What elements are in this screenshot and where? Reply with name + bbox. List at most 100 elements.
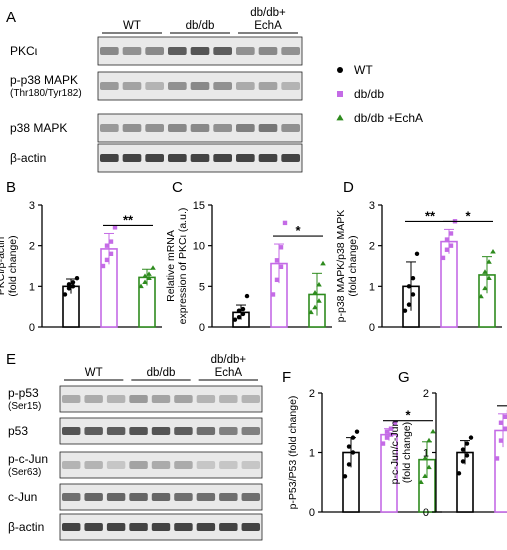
data-point bbox=[282, 220, 288, 226]
blot-strip bbox=[59, 451, 263, 479]
data-point bbox=[422, 473, 428, 479]
data-point bbox=[312, 304, 318, 310]
blot-band bbox=[122, 124, 142, 132]
y-tick-label: 10 bbox=[193, 241, 205, 253]
y-tick-label: 5 bbox=[199, 281, 205, 293]
blot-band bbox=[196, 493, 216, 501]
blot-band bbox=[236, 124, 255, 132]
significance-label: ** bbox=[425, 208, 436, 223]
blot-band bbox=[129, 461, 148, 469]
blot-band bbox=[106, 493, 126, 501]
data-point bbox=[456, 471, 462, 476]
data-point bbox=[274, 277, 280, 283]
blot-band bbox=[62, 493, 81, 501]
group-label-dbdb: db/db bbox=[147, 367, 176, 379]
blot-band bbox=[168, 82, 187, 90]
y-axis-label: p-P53/P53 (fold change) bbox=[287, 396, 299, 510]
blot-label-site: (Thr180/Tyr182) bbox=[10, 88, 82, 99]
data-point bbox=[498, 438, 504, 443]
y-tick-label: 0 bbox=[29, 322, 35, 334]
data-point bbox=[440, 255, 446, 261]
data-point bbox=[142, 279, 148, 285]
blot-band bbox=[258, 154, 278, 162]
blot-band bbox=[84, 493, 103, 501]
data-point bbox=[448, 231, 454, 236]
data-point bbox=[236, 315, 242, 320]
data-point bbox=[342, 474, 348, 479]
group-label-dbdb-echa-line1: db/db+ bbox=[250, 7, 286, 19]
data-point bbox=[274, 258, 280, 263]
data-point bbox=[312, 290, 318, 295]
blot-band bbox=[100, 47, 119, 55]
y-tick-label: 15 bbox=[193, 200, 205, 212]
blot-band bbox=[219, 427, 238, 435]
data-point bbox=[444, 247, 450, 252]
blot-band bbox=[62, 461, 81, 469]
blot-label-site: (Ser63) bbox=[8, 467, 41, 478]
blot-band bbox=[213, 124, 232, 132]
blot-band bbox=[84, 395, 103, 403]
data-point bbox=[346, 444, 352, 449]
blot-band bbox=[196, 395, 216, 403]
data-point bbox=[74, 276, 80, 281]
blot-band bbox=[62, 395, 81, 403]
y-tick-label: 0 bbox=[199, 322, 205, 334]
blot-band bbox=[236, 154, 255, 162]
legend-label: WT bbox=[354, 63, 373, 77]
blot-band bbox=[151, 427, 171, 435]
blot-strip bbox=[59, 385, 263, 413]
data-point bbox=[270, 292, 276, 297]
data-point bbox=[414, 251, 420, 256]
data-point bbox=[66, 286, 72, 291]
data-point bbox=[66, 282, 72, 287]
blot-band bbox=[100, 124, 119, 132]
data-point bbox=[138, 283, 144, 289]
panel-letter: E bbox=[6, 351, 16, 368]
data-point bbox=[232, 317, 238, 322]
y-tick-label: 1 bbox=[369, 281, 375, 293]
blot-band bbox=[190, 154, 210, 162]
y-axis-label: p-p38 MAPK/p38 MAPK bbox=[335, 210, 347, 323]
blot-band bbox=[174, 493, 193, 501]
data-point bbox=[464, 441, 470, 446]
y-axis-label: (fold change) bbox=[347, 235, 359, 296]
group-label-dbdb: db/db bbox=[186, 20, 215, 32]
data-point bbox=[62, 292, 68, 297]
y-tick-label: 1 bbox=[29, 281, 35, 293]
blot-band bbox=[151, 523, 171, 531]
blot-label-site: (Ser15) bbox=[8, 401, 41, 412]
group-label-dbdb-echa-line2: EchA bbox=[215, 367, 243, 379]
blot-band bbox=[168, 124, 187, 132]
data-point bbox=[108, 251, 114, 256]
y-tick-label: 3 bbox=[29, 200, 35, 212]
blot-band bbox=[151, 493, 171, 501]
data-point bbox=[410, 292, 416, 297]
data-point bbox=[448, 243, 454, 248]
panel-letter: B bbox=[6, 179, 16, 196]
blot-band bbox=[168, 47, 187, 55]
blot-band bbox=[62, 427, 81, 435]
blot-band bbox=[281, 154, 300, 162]
data-point bbox=[150, 265, 156, 270]
data-point bbox=[422, 455, 428, 461]
blot-band bbox=[122, 82, 142, 90]
data-point bbox=[468, 435, 474, 440]
blot-band bbox=[129, 395, 148, 403]
data-point bbox=[316, 281, 322, 287]
data-point bbox=[112, 225, 118, 230]
panel-letter: F bbox=[282, 369, 291, 386]
blot-band bbox=[62, 523, 81, 531]
significance-label: ** bbox=[123, 212, 134, 227]
blot-band bbox=[281, 47, 300, 55]
blot-band bbox=[106, 523, 126, 531]
data-point bbox=[464, 453, 470, 458]
legend-marker bbox=[336, 114, 344, 121]
blot-band bbox=[106, 427, 126, 435]
y-tick-label: 1 bbox=[423, 448, 429, 460]
blot-band bbox=[174, 461, 193, 469]
y-tick-label: 0 bbox=[309, 507, 315, 519]
significance-label: * bbox=[295, 223, 301, 238]
y-axis-label: PKCι/β-actin bbox=[0, 237, 7, 296]
blot-band bbox=[151, 395, 171, 403]
data-point bbox=[70, 280, 76, 285]
